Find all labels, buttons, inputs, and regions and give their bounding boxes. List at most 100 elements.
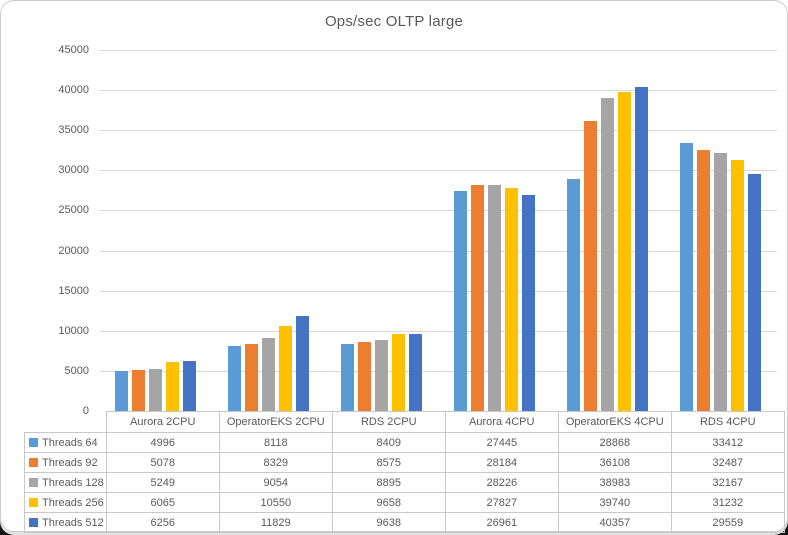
table-header-cell: RDS 4CPU: [670, 411, 785, 433]
legend-swatch-icon: [29, 497, 38, 507]
gridline: [99, 130, 777, 132]
value-cell: 26961: [444, 512, 559, 533]
gridline: [99, 370, 777, 372]
bar: [183, 360, 196, 411]
gridline: [99, 290, 777, 292]
table-header-cell: Aurora 4CPU: [444, 411, 559, 433]
value-cell: 40357: [557, 512, 672, 533]
value-cell: 31232: [670, 492, 785, 513]
value-cell: 4996: [105, 432, 220, 453]
value-cell: 28184: [444, 452, 559, 473]
bar-group: [99, 50, 212, 411]
value-cell: 9638: [331, 512, 446, 533]
table-header-cell: Aurora 2CPU: [105, 411, 220, 433]
y-axis-tick-label: 25000: [58, 204, 89, 217]
legend-cell: Threads 128: [24, 472, 107, 493]
table-header-cell: RDS 2CPU: [331, 411, 446, 433]
y-axis-tick-label: 15000: [58, 284, 89, 297]
bars-row: [99, 50, 777, 411]
y-axis-tick-label: 45000: [58, 44, 89, 56]
bar: [601, 98, 614, 411]
bar: [245, 344, 258, 411]
value-cell: 5078: [105, 452, 220, 473]
value-cell: 33412: [670, 432, 785, 453]
legend-cell: Threads 92: [24, 452, 107, 473]
value-cell: 28226: [444, 472, 559, 493]
value-cell: 28868: [557, 432, 672, 453]
bar: [584, 121, 597, 411]
bar: [409, 333, 422, 411]
value-cell: 38983: [557, 472, 672, 493]
y-axis-tick-label: 35000: [58, 124, 89, 137]
value-cell: 27827: [444, 492, 559, 513]
gridline: [99, 210, 777, 212]
value-cell: 8895: [331, 472, 446, 493]
y-axis-tick-label: 30000: [58, 164, 89, 177]
legend-cell: Threads 512: [24, 512, 107, 533]
y-axis-tick-label: 20000: [58, 244, 89, 257]
value-cell: 9658: [331, 492, 446, 513]
table-header-cell: OperatorEKS 2CPU: [218, 411, 333, 433]
bar: [697, 150, 710, 411]
value-cell: 27445: [444, 432, 559, 453]
value-cell: 36108: [557, 452, 672, 473]
value-cell: 32487: [670, 452, 785, 473]
legend-cell: Threads 64: [24, 432, 107, 453]
bar: [714, 152, 727, 411]
bar: [618, 92, 631, 411]
legend-label: Threads 92: [42, 456, 98, 469]
value-cell: 5249: [105, 472, 220, 493]
y-axis-tick-label: 40000: [58, 84, 89, 97]
y-axis: 0 5000 10000 15000 20000 25000 30000 35000 40000…: [1, 44, 89, 417]
bar: [392, 333, 405, 411]
value-cell: 11829: [218, 512, 333, 533]
legend-swatch-icon: [29, 457, 38, 467]
value-cell: 8329: [218, 452, 333, 473]
value-cell: 32167: [670, 472, 785, 493]
data-table: Aurora 2CPU OperatorEKS 2CPU RDS 2CPU Auror…: [24, 411, 785, 533]
value-cell: 10550: [218, 492, 333, 513]
bar: [228, 345, 241, 411]
bar: [505, 187, 518, 411]
bar-group: [325, 50, 438, 411]
bar-group: [212, 50, 325, 411]
legend-cell: Threads 256: [24, 492, 107, 513]
bar: [149, 368, 162, 411]
legend-swatch-icon: [29, 517, 38, 527]
bar: [454, 190, 467, 411]
table-row: Threads 92 5078 8329 8575 28184 36108 32487: [24, 452, 785, 473]
value-cell: 8118: [218, 432, 333, 453]
legend-swatch-icon: [29, 477, 38, 487]
plot-area: [99, 50, 777, 411]
bar: [341, 343, 354, 411]
bar: [115, 370, 128, 411]
legend-swatch-icon: [29, 437, 38, 447]
value-cell: 8409: [331, 432, 446, 453]
gridline: [99, 50, 777, 51]
bar: [748, 173, 761, 411]
value-cell: 8575: [331, 452, 446, 473]
table-row: Threads 64 4996 8118 8409 27445 28868 33412: [24, 432, 785, 453]
table-row: Threads 512 6256 11829 9638 26961 40357 29559: [24, 512, 785, 533]
gridline: [99, 250, 777, 252]
gridline: [99, 170, 777, 172]
value-cell: 9054: [218, 472, 333, 493]
table-row: Threads 128 5249 9054 8895 28226 38983 32167: [24, 472, 785, 493]
gridline: [99, 330, 777, 332]
bar: [635, 87, 648, 411]
bar: [567, 179, 580, 411]
value-cell: 29559: [670, 512, 785, 533]
legend-label: Threads 256: [42, 496, 104, 509]
legend-label: Threads 512: [42, 516, 104, 529]
legend-label: Threads 64: [42, 436, 98, 449]
y-axis-tick-label: 0: [82, 405, 89, 417]
bar: [471, 184, 484, 411]
legend-label: Threads 128: [42, 476, 104, 489]
bar: [522, 194, 535, 411]
y-axis-tick-label: 5000: [64, 364, 89, 377]
bar: [680, 142, 693, 411]
gridline: [99, 90, 777, 92]
bar: [262, 338, 275, 411]
bar: [375, 339, 388, 411]
